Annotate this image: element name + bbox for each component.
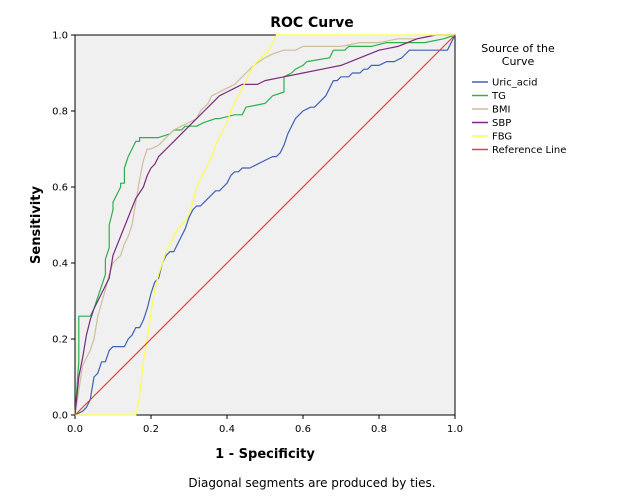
series-lines [74, 34, 456, 416]
series-line-fbg [75, 34, 455, 416]
x-tick-label: 0.8 [371, 424, 387, 435]
series-line-sbp [74, 34, 455, 416]
legend-label: FBG [492, 132, 512, 143]
chart-title: ROC Curve [270, 15, 354, 31]
x-tick-label: 0.2 [143, 424, 159, 435]
axis-ticks: 0.0 0.2 0.4 0.6 0.8 1.0 0.0 0.2 0.4 0.6 0.8 1.0 [52, 31, 463, 436]
legend-label: Uric_acid [492, 78, 537, 89]
y-tick-label: 0.0 [52, 411, 68, 422]
legend: Source of the Curve Uric_acid TG BMI SBP FBG… [472, 42, 566, 156]
x-axis-label: 1 - Specificity [215, 447, 315, 462]
footnote: Diagonal segments are produced by ties. [188, 476, 435, 490]
series-line-reference-line [74, 34, 456, 416]
legend-label: TG [491, 91, 506, 102]
x-tick-label: 0.6 [295, 424, 311, 435]
y-tick-label: 0.4 [52, 259, 68, 270]
x-tick-label: 1.0 [447, 424, 463, 435]
x-tick-label: 0.4 [219, 424, 235, 435]
x-tick-label: 0.0 [67, 424, 83, 435]
legend-label: SBP [492, 118, 511, 129]
y-tick-label: 1.0 [52, 31, 68, 42]
y-tick-label: 0.6 [52, 183, 68, 194]
y-tick-label: 0.2 [52, 335, 68, 346]
legend-label: Reference Line [492, 145, 566, 156]
series-line-uric-acid [74, 34, 456, 416]
y-axis-label: Sensitivity [29, 186, 44, 264]
y-tick-label: 0.8 [52, 107, 68, 118]
legend-title-line-2: Curve [502, 55, 535, 68]
legend-title-line-1: Source of the [481, 42, 555, 55]
legend-label: BMI [492, 105, 510, 116]
